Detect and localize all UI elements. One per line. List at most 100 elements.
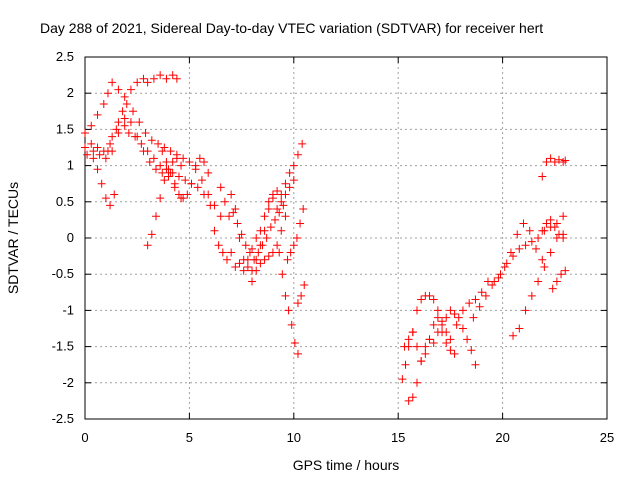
- data-point: [277, 197, 286, 206]
- data-point: [227, 248, 236, 257]
- data-point: [151, 212, 160, 221]
- data-point: [292, 234, 301, 242]
- data-point: [273, 205, 282, 214]
- data-point: [404, 396, 413, 405]
- data-point: [548, 284, 557, 293]
- data-point: [446, 346, 455, 355]
- data-point: [248, 277, 257, 286]
- data-point: [156, 161, 165, 170]
- data-point: [515, 244, 524, 253]
- data-point: [101, 154, 110, 163]
- data-point: [103, 89, 112, 98]
- data-point: [509, 252, 518, 261]
- data-point: [293, 150, 302, 159]
- data-point: [561, 266, 570, 275]
- data-point: [557, 270, 566, 279]
- data-point: [438, 320, 447, 329]
- y-tick-label: 2.5: [56, 49, 74, 64]
- chart-title: Day 288 of 2021, Sidereal Day-to-day VTE…: [40, 20, 543, 36]
- data-point: [89, 147, 98, 156]
- data-point: [500, 262, 509, 271]
- data-point: [502, 259, 511, 268]
- data-point: [412, 378, 421, 387]
- data-point: [458, 306, 467, 315]
- data-point: [97, 179, 106, 188]
- data-point: [412, 342, 421, 351]
- data-point: [114, 129, 123, 138]
- data-point: [147, 136, 156, 145]
- data-point: [206, 201, 215, 210]
- data-point: [268, 190, 277, 199]
- data-point: [450, 310, 459, 319]
- data-point: [264, 205, 273, 214]
- axis-ticks: -2.5 -2 -1.5 -1 -0.5 0 0.5 1 1.5 2 2.5 0 5 10 15 20 25: [52, 49, 615, 445]
- data-point: [429, 338, 438, 347]
- data-point: [300, 281, 309, 290]
- data-point: [550, 223, 559, 232]
- data-point: [210, 226, 219, 235]
- data-point: [561, 156, 570, 165]
- data-point: [103, 147, 112, 156]
- data-point: [509, 331, 518, 340]
- data-point: [124, 129, 133, 138]
- data-point: [216, 212, 225, 221]
- data-point: [214, 241, 223, 250]
- data-point: [289, 176, 298, 185]
- data-point: [488, 281, 497, 290]
- data-point: [534, 277, 543, 286]
- data-point: [200, 190, 209, 199]
- data-point: [260, 226, 269, 235]
- data-point: [542, 219, 551, 228]
- data-point: [108, 78, 117, 87]
- data-point: [106, 201, 115, 210]
- data-point: [538, 226, 547, 235]
- data-point: [513, 230, 522, 239]
- data-point: [554, 155, 563, 164]
- data-point: [281, 291, 290, 300]
- data-point: [264, 197, 273, 206]
- data-point: [296, 219, 305, 228]
- data-point: [164, 165, 173, 174]
- data-point: [552, 277, 561, 286]
- data-point: [133, 78, 142, 87]
- data-point: [559, 212, 568, 221]
- data-point: [114, 118, 123, 127]
- data-point: [425, 335, 434, 344]
- data-point: [525, 226, 534, 235]
- data-point: [275, 208, 284, 217]
- data-point: [293, 299, 302, 308]
- data-point: [131, 132, 140, 141]
- data-point: [490, 277, 499, 286]
- data-point: [120, 114, 129, 123]
- data-point: [546, 248, 555, 257]
- data-point: [471, 295, 480, 304]
- data-point: [532, 244, 541, 253]
- data-point: [181, 176, 190, 185]
- data-point: [299, 205, 308, 214]
- data-point: [425, 291, 434, 300]
- data-point: [442, 313, 451, 322]
- data-point: [233, 219, 242, 228]
- data-point: [481, 291, 490, 300]
- data-point: [227, 190, 236, 199]
- data-point: [429, 320, 438, 329]
- data-point: [126, 118, 135, 127]
- y-axis-label: SDTVAR / TECUs: [5, 182, 21, 294]
- data-point: [218, 248, 227, 257]
- data-point: [398, 375, 407, 384]
- data-point: [540, 262, 549, 271]
- data-point: [99, 100, 108, 109]
- data-point: [220, 197, 229, 206]
- data-point: [454, 313, 463, 322]
- data-point: [162, 157, 171, 166]
- data-point: [260, 212, 269, 221]
- y-tick-label: 1: [67, 158, 74, 173]
- data-point: [469, 313, 478, 322]
- data-point: [137, 139, 146, 148]
- data-point: [160, 176, 169, 185]
- data-point: [93, 143, 102, 152]
- data-point: [527, 291, 536, 300]
- data-point: [554, 230, 563, 239]
- data-point: [114, 85, 123, 94]
- data-point: [81, 143, 89, 152]
